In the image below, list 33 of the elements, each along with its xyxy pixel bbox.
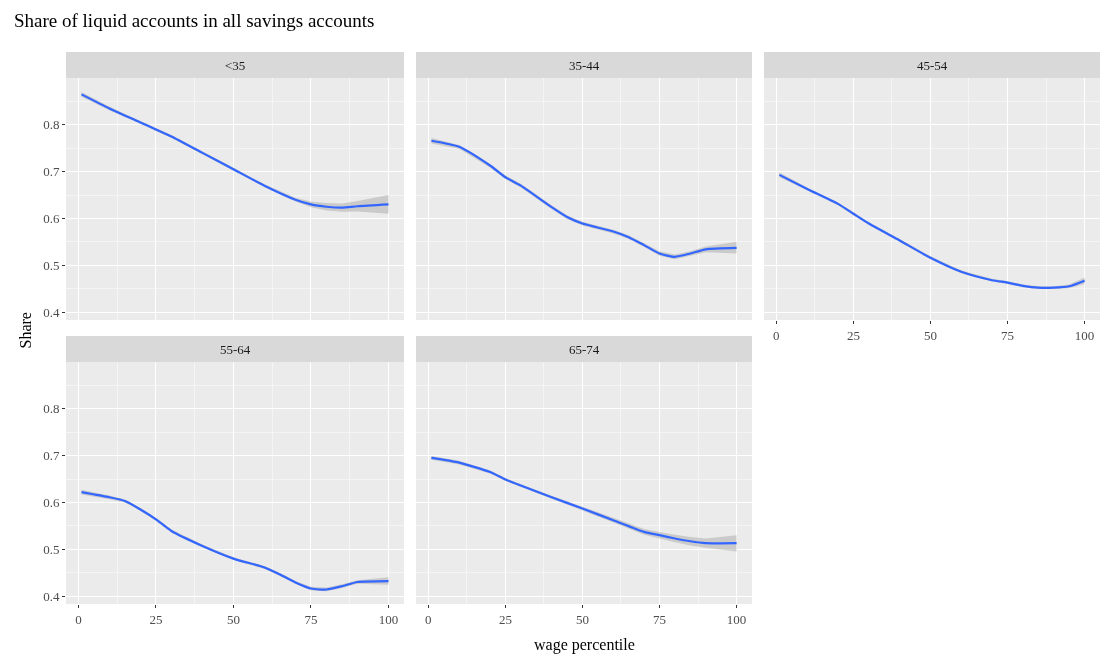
y-tick-label: 0.4 — [43, 588, 60, 604]
x-tick-label: 0 — [773, 327, 780, 343]
x-tick-label: 50 — [575, 611, 589, 627]
chart-title: 45-54 — [917, 58, 948, 73]
y-tick-label: 0.5 — [43, 541, 60, 557]
x-tick-label: 25 — [149, 611, 163, 627]
x-tick-label: 50 — [226, 611, 240, 627]
x-tick-label: 75 — [304, 611, 318, 627]
x-tick-label: 25 — [846, 327, 860, 343]
x-tick-label: 100 — [1074, 327, 1095, 343]
y-tick-label: 0.4 — [43, 304, 60, 320]
chart-title: <35 — [225, 58, 246, 73]
y-tick-label: 0.7 — [43, 164, 60, 180]
x-tick-label: 50 — [923, 327, 937, 343]
x-tick-label: 100 — [378, 611, 399, 627]
x-tick-label: 0 — [75, 611, 82, 627]
y-axis-title: Share — [16, 312, 34, 349]
text: Share of liquid accounts in all savings accounts — [14, 10, 375, 31]
x-tick-label: 25 — [498, 611, 512, 627]
y-tick-label: 0.5 — [43, 257, 60, 273]
chart-title: 55-64 — [220, 342, 251, 357]
x-tick-label: 75 — [653, 611, 667, 627]
x-axis-title: wage percentile — [534, 636, 635, 654]
x-tick-label: 0 — [425, 611, 432, 627]
chart-title: 35-44 — [569, 58, 600, 73]
chart-title: 65-74 — [569, 342, 600, 357]
x-tick-label: 100 — [726, 611, 747, 627]
y-tick-label: 0.8 — [43, 117, 60, 133]
y-tick-label: 0.8 — [43, 401, 60, 417]
y-tick-label: 0.7 — [43, 448, 60, 464]
x-tick-label: 75 — [1001, 327, 1015, 343]
y-tick-label: 0.6 — [43, 494, 60, 510]
y-tick-label: 0.6 — [43, 210, 60, 226]
